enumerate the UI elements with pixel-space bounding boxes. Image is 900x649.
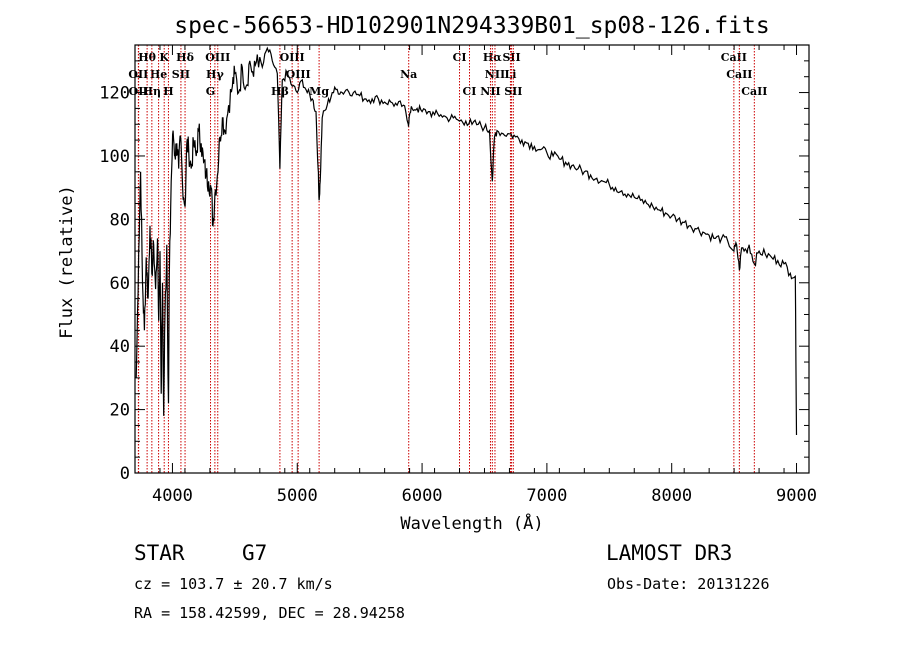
x-tick-label: 6000: [402, 486, 443, 506]
line-label: OII: [129, 85, 149, 98]
subclass: G7: [242, 541, 268, 565]
line-label: CaII: [721, 51, 747, 64]
line-label: OIII: [280, 51, 305, 64]
line-label: SII: [504, 85, 522, 98]
line-label: Hη: [143, 85, 161, 98]
survey-name: LAMOST DR3: [606, 541, 733, 565]
line-label: NII: [480, 85, 500, 98]
x-tick-label: 8000: [651, 486, 692, 506]
line-label: CI: [463, 85, 477, 98]
line-label: OIII: [286, 68, 311, 81]
line-label: Na: [400, 68, 417, 81]
spectrum-line: [135, 46, 798, 436]
line-label: Mg: [309, 85, 329, 98]
line-label: Hα: [483, 51, 502, 64]
y-tick-label: 20: [110, 401, 130, 421]
spectrum-layer: [135, 46, 798, 436]
plot-axes: 4000 5000 6000 7000 8000 9000 0 20 40 60 80 100 120: [99, 44, 817, 506]
line-label: CaII: [726, 68, 752, 81]
chart-title: spec-56653-HD102901N294339B01_sp08-126.f…: [174, 13, 769, 39]
object-type: STAR: [134, 541, 185, 565]
y-tick-label: 40: [110, 337, 130, 357]
line-label: Hθ: [138, 51, 156, 64]
line-label: G: [206, 85, 215, 98]
y-tick-label: 60: [110, 274, 130, 294]
line-label: OII: [128, 68, 148, 81]
redshift-value: cz = 103.7 ± 20.7 km/s: [134, 575, 333, 593]
line-label: OIII: [205, 51, 230, 64]
obs-date: Obs-Date: 20131226: [607, 575, 770, 593]
y-tick-label: 0: [120, 464, 130, 484]
y-tick-label: 120: [99, 84, 130, 104]
y-axis-label: Flux (relative): [57, 185, 77, 339]
line-label: CaII: [741, 85, 767, 98]
x-tick-label: 7000: [526, 486, 567, 506]
y-tick-label: 100: [99, 147, 130, 167]
line-label: H: [163, 85, 173, 98]
line-label: CI: [453, 51, 467, 64]
line-label: Li: [504, 68, 516, 81]
y-tick-label: 80: [110, 210, 130, 230]
x-axis-label: Wavelength (Å): [400, 512, 543, 534]
plot-frame: [134, 44, 810, 474]
x-tick-label: 4000: [152, 486, 193, 506]
line-label: SII: [172, 68, 190, 81]
x-tick-label: 5000: [277, 486, 318, 506]
line-label: Hγ: [206, 68, 224, 81]
line-label: NII: [485, 68, 505, 81]
coordinates: RA = 158.42599, DEC = 28.94258: [134, 604, 405, 622]
x-tick-label: 9000: [776, 486, 817, 506]
line-label: Hβ: [271, 85, 289, 98]
line-label: SII: [502, 51, 520, 64]
line-label: He: [150, 68, 167, 81]
line-label: Hδ: [176, 51, 194, 64]
line-label: K: [159, 51, 169, 64]
